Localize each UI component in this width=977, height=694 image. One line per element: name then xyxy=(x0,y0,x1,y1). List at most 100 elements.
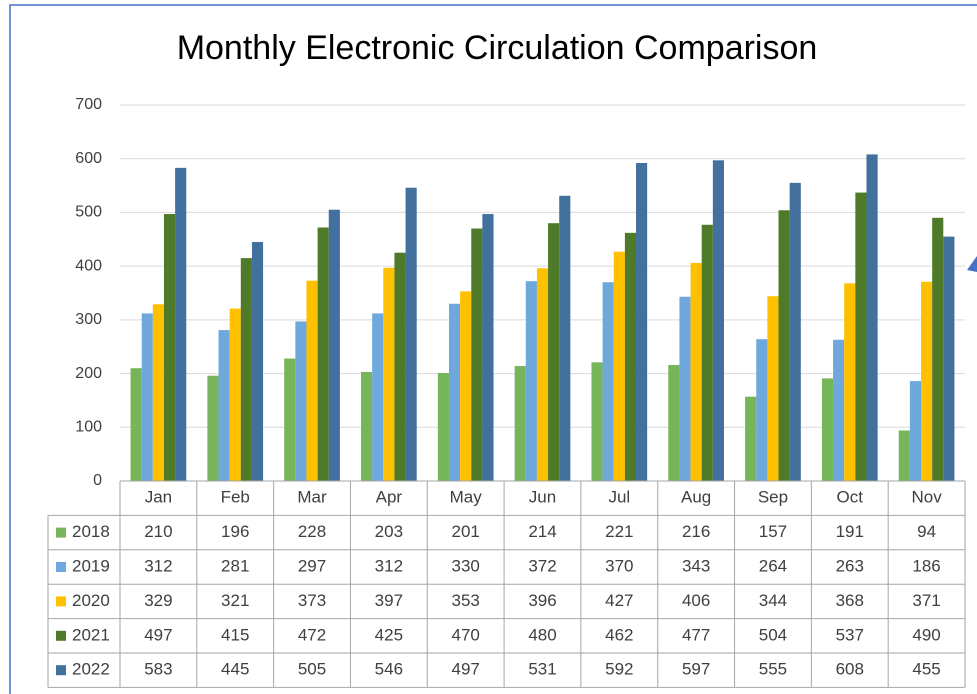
bar xyxy=(175,167,187,482)
bar xyxy=(855,192,867,481)
bar xyxy=(548,223,560,481)
table-value: 477 xyxy=(682,625,710,644)
legend-label: 2018 xyxy=(72,522,110,541)
y-tick-label: 500 xyxy=(75,204,102,221)
bar xyxy=(152,304,164,481)
chart-title: Monthly Electronic Circulation Compariso… xyxy=(177,29,818,67)
y-tick-label: 100 xyxy=(75,419,102,436)
bar xyxy=(130,368,142,481)
table-value: 462 xyxy=(605,625,633,644)
table-value: 297 xyxy=(298,556,326,575)
bar xyxy=(383,267,395,481)
x-tick-label: Jan xyxy=(145,488,172,507)
table-value: 329 xyxy=(144,591,172,610)
table-value: 504 xyxy=(759,625,787,644)
table-value: 216 xyxy=(682,522,710,541)
table-value: 472 xyxy=(298,625,326,644)
bar xyxy=(437,373,449,481)
legend-label: 2021 xyxy=(72,625,110,644)
table-value: 597 xyxy=(682,660,710,679)
table-value: 425 xyxy=(375,625,403,644)
table-value: 397 xyxy=(375,591,403,610)
table-value: 312 xyxy=(144,556,172,575)
bar xyxy=(932,217,944,482)
table-value: 537 xyxy=(836,625,864,644)
table-value: 531 xyxy=(528,660,556,679)
y-tick-label: 400 xyxy=(75,257,102,274)
table-value: 94 xyxy=(917,522,936,541)
table-value: 281 xyxy=(221,556,249,575)
bar xyxy=(284,358,296,481)
bar xyxy=(921,281,933,481)
table-value: 343 xyxy=(682,556,710,575)
x-tick-label: Apr xyxy=(376,488,403,507)
table-value: 406 xyxy=(682,591,710,610)
table-value: 497 xyxy=(451,660,479,679)
x-tick-label: Oct xyxy=(837,488,864,507)
legend-swatch xyxy=(56,562,66,572)
bar xyxy=(306,280,318,481)
table-value: 371 xyxy=(912,591,940,610)
legend-swatch xyxy=(56,665,66,676)
table-value: 263 xyxy=(836,556,864,575)
y-tick-label: 200 xyxy=(75,365,102,382)
table-value: 196 xyxy=(221,522,249,541)
table-value: 505 xyxy=(298,660,326,679)
bar xyxy=(679,296,691,481)
table-value: 264 xyxy=(759,556,787,575)
bar xyxy=(866,154,878,481)
table-value: 415 xyxy=(221,625,249,644)
table-value: 321 xyxy=(221,591,249,610)
table-value: 490 xyxy=(912,625,940,644)
bar xyxy=(712,160,724,481)
bar xyxy=(943,236,955,481)
bar xyxy=(207,375,219,481)
table-value: 497 xyxy=(144,625,172,644)
legend-label: 2022 xyxy=(72,660,110,679)
table-value: 214 xyxy=(528,522,556,541)
bar xyxy=(471,228,483,481)
table-value: 546 xyxy=(375,660,403,679)
x-tick-label: Mar xyxy=(297,488,327,507)
bar xyxy=(613,251,625,481)
x-tick-label: Aug xyxy=(681,488,711,507)
bar xyxy=(328,209,340,481)
y-tick-label: 300 xyxy=(75,311,102,328)
x-tick-label: Sep xyxy=(758,488,788,507)
table-value: 480 xyxy=(528,625,556,644)
table-value: 370 xyxy=(605,556,633,575)
bar xyxy=(229,308,241,481)
bar xyxy=(767,296,779,481)
bar xyxy=(833,339,845,481)
table-value: 455 xyxy=(912,660,940,679)
bar xyxy=(295,321,307,481)
legend-swatch xyxy=(56,527,66,538)
bar xyxy=(789,182,801,481)
table-value: 368 xyxy=(836,591,864,610)
bar xyxy=(701,224,713,482)
table-value: 330 xyxy=(451,556,479,575)
bar xyxy=(525,281,537,481)
table-value: 210 xyxy=(144,522,172,541)
table-value: 157 xyxy=(759,522,787,541)
y-tick-label: 600 xyxy=(75,150,102,167)
bar xyxy=(394,252,406,481)
bar xyxy=(448,303,461,481)
x-tick-label: May xyxy=(450,488,483,507)
x-tick-label: Feb xyxy=(221,488,250,507)
arrow-head xyxy=(967,256,977,272)
bar xyxy=(898,430,910,481)
bar xyxy=(668,364,680,481)
bar xyxy=(559,195,571,481)
table-value: 191 xyxy=(836,522,864,541)
bar xyxy=(405,187,417,481)
bar xyxy=(821,378,834,481)
y-tick-label: 700 xyxy=(75,96,102,113)
bar xyxy=(372,313,384,481)
legend-swatch xyxy=(56,596,66,607)
bar xyxy=(218,330,230,481)
table-value: 186 xyxy=(912,556,940,575)
bar xyxy=(460,291,472,481)
table-value: 373 xyxy=(298,591,326,610)
x-tick-label: Jul xyxy=(608,488,630,507)
